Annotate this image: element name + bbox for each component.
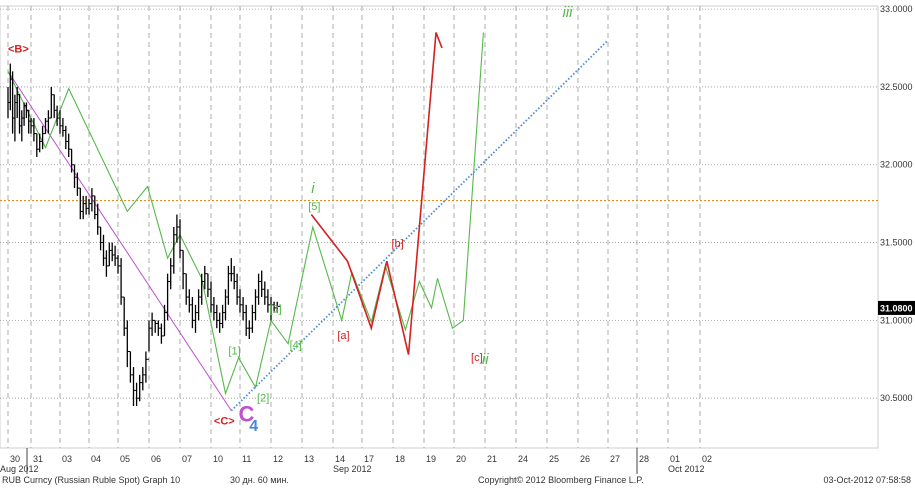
y-tick-label: 33.0000 [880, 4, 913, 14]
x-tick-label: 19 [426, 454, 436, 464]
wave-label: [4] [290, 339, 302, 351]
x-tick-label: 13 [304, 454, 314, 464]
wave-label: [2] [257, 392, 269, 404]
magenta-wave-line [7, 71, 232, 411]
x-tick-label: 03 [62, 454, 72, 464]
x-tick-label: 14 [335, 454, 345, 464]
x-tick-label: 01 [670, 454, 680, 464]
wave-label: C [239, 402, 255, 427]
y-tick-label: 30.5000 [880, 393, 913, 403]
x-tick-label: 18 [395, 454, 405, 464]
wave-label: [c] [471, 352, 483, 364]
x-tick-label: 20 [456, 454, 466, 464]
footer-copyright: Copyright© 2012 Bloomberg Finance L.P. [478, 475, 644, 485]
x-tick-label: 07 [182, 454, 192, 464]
red-wave-path [310, 32, 443, 355]
x-tick-label: 28 [639, 454, 649, 464]
blue-trend-line [230, 39, 609, 412]
y-tick-label: 32.0000 [880, 160, 913, 170]
plot-frame [0, 5, 879, 449]
x-tick-label: 25 [549, 454, 559, 464]
wave-label: iii [563, 4, 574, 21]
x-month-label: Oct 2012 [668, 464, 705, 474]
x-tick-label: 26 [580, 454, 590, 464]
annotation-lines [0, 32, 878, 412]
x-tick-label: 02 [702, 454, 712, 464]
x-month-label: Sep 2012 [333, 464, 372, 474]
y-tick-label: 31.0000 [880, 315, 913, 325]
x-tick-label: 24 [518, 454, 528, 464]
grid-layer [0, 5, 879, 449]
x-tick-label: 04 [91, 454, 101, 464]
footer: RUB Curncy (Russian Ruble Spot) Graph 10… [0, 474, 915, 487]
x-tick-label: 17 [364, 454, 374, 464]
price-bars [7, 63, 281, 406]
x-tick-label: 05 [120, 454, 130, 464]
wave-label: [1] [228, 346, 240, 358]
x-tick-label: 10 [213, 454, 223, 464]
wave-label: <C> [214, 416, 235, 428]
wave-label: i [311, 180, 315, 197]
x-tick-label: 31 [33, 454, 43, 464]
x-tick-label: 27 [610, 454, 620, 464]
wave-label: [a] [337, 330, 349, 342]
current-price-box [878, 300, 915, 315]
footer-timestamp: 03-Oct-2012 07:58:58 [823, 475, 911, 485]
y-tick-label: 32.5000 [880, 82, 913, 92]
current-price-label: 31.0800 [880, 303, 913, 313]
x-tick-label: 21 [487, 454, 497, 464]
x-tick-label: 30 [10, 454, 20, 464]
footer-range: 30 дн. 60 мин. [230, 475, 289, 485]
y-tick-label: 31.5000 [880, 238, 913, 248]
x-tick-label: 06 [151, 454, 161, 464]
wave-label: [b] [391, 238, 403, 250]
wave-label: 4 [249, 418, 258, 435]
wave-label: <B> [8, 44, 29, 56]
wave-label: [3] [269, 304, 281, 316]
x-tick-label: 11 [242, 454, 251, 464]
green-wave-path [7, 32, 484, 396]
wave-label: [5] [308, 201, 320, 213]
x-month-label: Aug 2012 [0, 464, 39, 474]
footer-title: RUB Curncy (Russian Ruble Spot) Graph 10 [2, 475, 181, 485]
axes: 30.5000 31.0000 31.5000 32.0000 32.5000 33.00… [0, 4, 915, 474]
x-tick-label: 12 [273, 454, 283, 464]
wave-label: ii [482, 351, 489, 368]
